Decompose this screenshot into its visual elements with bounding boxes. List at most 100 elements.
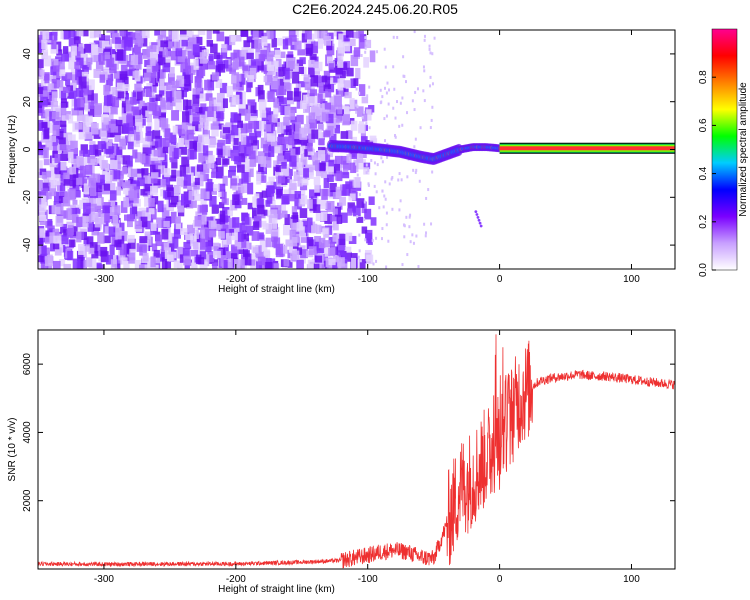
heatmap-cell bbox=[358, 233, 361, 237]
heatmap-cell bbox=[67, 250, 74, 261]
heatmap-cell bbox=[296, 100, 303, 109]
heatmap-cell bbox=[160, 118, 166, 128]
heatmap-cell bbox=[350, 54, 359, 67]
heatmap-cell bbox=[55, 56, 63, 64]
heatmap-cell bbox=[337, 257, 345, 267]
heatmap-cell bbox=[108, 226, 116, 237]
heatmap-cell bbox=[348, 38, 356, 47]
heatmap-cell bbox=[184, 58, 191, 70]
heatmap-cell bbox=[263, 144, 269, 153]
heatmap-cell bbox=[288, 110, 296, 120]
heatmap-cell bbox=[353, 78, 359, 87]
heatmap-cell bbox=[388, 182, 391, 186]
heatmap-cell bbox=[478, 221, 482, 225]
heatmap-cell bbox=[123, 261, 130, 269]
heatmap-cell bbox=[128, 134, 136, 146]
heatmap-cell bbox=[78, 244, 85, 255]
heatmap-cell bbox=[84, 43, 92, 53]
heatmap-cell bbox=[39, 214, 47, 222]
heatmap-cell bbox=[53, 174, 61, 186]
heatmap-cell bbox=[267, 50, 275, 57]
heatmap-cell bbox=[219, 214, 226, 225]
heatmap-cell bbox=[201, 163, 210, 174]
heatmap-cell bbox=[412, 241, 415, 245]
heatmap-cell bbox=[249, 67, 257, 79]
heatmap-cell bbox=[329, 182, 337, 193]
heatmap-cell bbox=[165, 260, 172, 269]
heatmap-cell bbox=[89, 79, 95, 91]
heatmap-cell bbox=[366, 233, 372, 244]
heatmap-cell bbox=[300, 153, 308, 165]
heatmap-cell bbox=[115, 227, 122, 240]
heatmap-cell bbox=[167, 187, 174, 198]
heatmap-cell bbox=[292, 250, 300, 261]
heatmap-cell bbox=[104, 51, 110, 59]
heatmap-cell bbox=[387, 239, 390, 243]
x-tick-label: 100 bbox=[623, 574, 640, 585]
heatmap-cell bbox=[370, 217, 377, 226]
heatmap-cell bbox=[151, 63, 159, 73]
heatmap-cell bbox=[56, 41, 62, 52]
heatmap-cell bbox=[52, 105, 61, 118]
heatmap-cell bbox=[95, 244, 101, 256]
heatmap-cell bbox=[48, 228, 55, 237]
heatmap-cell bbox=[289, 183, 297, 190]
heatmap-cell bbox=[73, 31, 79, 41]
x-tick-label: 100 bbox=[623, 274, 640, 285]
heatmap-cell bbox=[39, 228, 46, 238]
heatmap-cell bbox=[232, 145, 240, 156]
heatmap-cell bbox=[338, 88, 344, 97]
heatmap-cell bbox=[117, 235, 125, 245]
heatmap-cell bbox=[289, 229, 297, 241]
heatmap-cell bbox=[240, 134, 248, 145]
heatmap-cell bbox=[286, 97, 295, 105]
heatmap-cell bbox=[363, 110, 366, 114]
colorbar-tick-label: 0.4 bbox=[698, 166, 709, 180]
heatmap-cell bbox=[388, 88, 391, 92]
heatmap-cell bbox=[342, 168, 349, 175]
heatmap-cell bbox=[294, 131, 300, 140]
heatmap-cell bbox=[185, 65, 192, 74]
heatmap-cell bbox=[60, 166, 68, 175]
snr-frame bbox=[37, 329, 676, 570]
colorbar-label: Normalized spectral amplitude bbox=[738, 82, 749, 217]
heatmap-cell bbox=[280, 105, 288, 116]
heatmap-cell bbox=[230, 35, 236, 42]
heatmap-cell bbox=[430, 222, 433, 226]
heatmap-cell bbox=[360, 54, 363, 58]
heatmap-cell bbox=[150, 48, 158, 60]
heatmap-cell bbox=[126, 217, 133, 228]
heatmap-cell bbox=[365, 171, 368, 175]
heatmap-cell bbox=[391, 176, 394, 180]
heatmap-cell bbox=[258, 99, 267, 111]
heatmap-cell bbox=[319, 162, 326, 172]
heatmap-cell bbox=[150, 57, 156, 66]
colorbar-tick-label: 0.0 bbox=[698, 263, 709, 277]
heatmap-cell bbox=[86, 236, 94, 247]
heatmap-cell bbox=[299, 167, 305, 180]
heatmap-cell bbox=[191, 166, 199, 176]
heatmap-cell bbox=[226, 64, 232, 72]
heatmap-cell bbox=[88, 101, 94, 109]
heatmap-cell bbox=[255, 245, 262, 258]
heatmap-cell bbox=[113, 170, 121, 180]
heatmap-cell bbox=[288, 135, 294, 146]
heatmap-cell bbox=[203, 254, 210, 267]
heatmap-cell bbox=[231, 232, 239, 241]
heatmap-cell bbox=[53, 235, 61, 244]
heatmap-cell bbox=[104, 211, 110, 223]
heatmap-cell bbox=[211, 163, 218, 174]
heatmap-cell bbox=[324, 102, 331, 110]
heatmap-cell bbox=[152, 252, 161, 264]
heatmap-cell bbox=[409, 213, 412, 217]
heatmap-cell bbox=[271, 240, 278, 248]
heatmap-cell bbox=[183, 174, 191, 186]
heatmap-cell bbox=[209, 230, 216, 238]
heatmap-cell bbox=[96, 203, 104, 210]
heatmap-cell bbox=[340, 212, 348, 223]
heatmap-cell bbox=[342, 184, 350, 196]
heatmap-cell bbox=[98, 42, 105, 52]
heatmap-cell bbox=[38, 255, 44, 263]
heatmap-cell bbox=[96, 262, 102, 269]
heatmap-cell bbox=[185, 115, 193, 126]
